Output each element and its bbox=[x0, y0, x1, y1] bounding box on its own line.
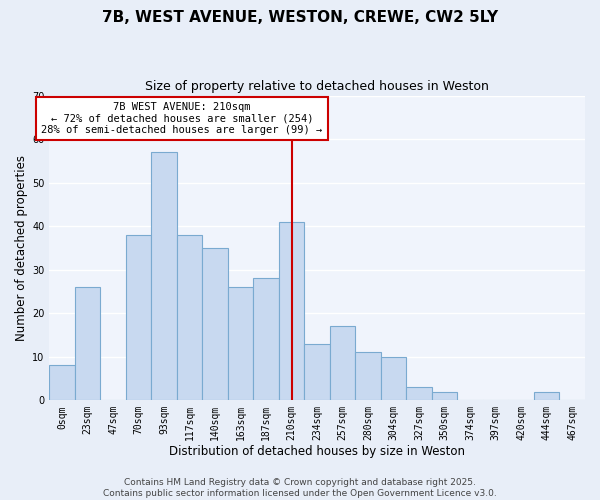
Bar bbox=[279, 222, 304, 400]
X-axis label: Distribution of detached houses by size in Weston: Distribution of detached houses by size … bbox=[169, 444, 465, 458]
Text: Contains HM Land Registry data © Crown copyright and database right 2025.
Contai: Contains HM Land Registry data © Crown c… bbox=[103, 478, 497, 498]
Bar bbox=[75, 287, 100, 400]
Bar bbox=[228, 287, 253, 400]
Bar bbox=[49, 366, 75, 400]
Bar bbox=[177, 235, 202, 400]
Bar bbox=[432, 392, 457, 400]
Bar bbox=[381, 356, 406, 400]
Bar bbox=[406, 387, 432, 400]
Bar bbox=[330, 326, 355, 400]
Bar bbox=[304, 344, 330, 400]
Text: 7B, WEST AVENUE, WESTON, CREWE, CW2 5LY: 7B, WEST AVENUE, WESTON, CREWE, CW2 5LY bbox=[102, 10, 498, 25]
Y-axis label: Number of detached properties: Number of detached properties bbox=[15, 155, 28, 341]
Bar bbox=[202, 248, 228, 400]
Bar bbox=[253, 278, 279, 400]
Text: 7B WEST AVENUE: 210sqm
← 72% of detached houses are smaller (254)
28% of semi-de: 7B WEST AVENUE: 210sqm ← 72% of detached… bbox=[41, 102, 323, 136]
Bar bbox=[126, 235, 151, 400]
Bar bbox=[355, 352, 381, 400]
Title: Size of property relative to detached houses in Weston: Size of property relative to detached ho… bbox=[145, 80, 489, 93]
Bar bbox=[534, 392, 559, 400]
Bar bbox=[151, 152, 177, 400]
